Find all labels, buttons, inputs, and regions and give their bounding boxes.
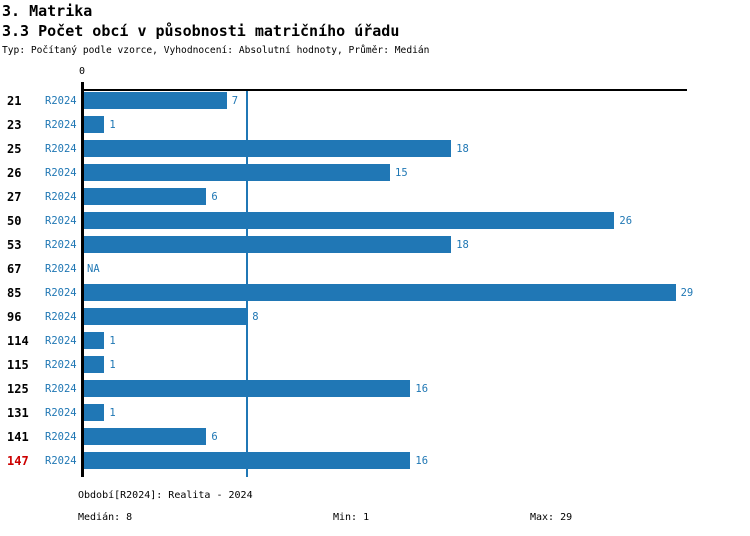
row-category-label: 115 xyxy=(7,358,29,372)
row-category-label: 27 xyxy=(7,190,22,204)
row-series-label: R2024 xyxy=(45,239,77,251)
value-bar xyxy=(84,116,105,133)
value-bar xyxy=(84,356,105,373)
chart-row: 27 R2024 6 xyxy=(0,185,750,209)
value-bar xyxy=(84,212,615,229)
row-category-label: 21 xyxy=(7,94,22,108)
x-axis-line xyxy=(81,89,687,91)
chart-row: 85 R2024 29 xyxy=(0,281,750,305)
bar-value-label: 18 xyxy=(456,239,469,251)
bar-value-label: 16 xyxy=(415,455,429,467)
chart-row: 26 R2024 15 xyxy=(0,161,750,185)
row-series-label: R2024 xyxy=(45,335,77,347)
chart-row: 115 R2024 1 xyxy=(0,353,750,377)
row-series-label: R2024 xyxy=(45,431,77,443)
row-category-label: 26 xyxy=(7,166,22,180)
chart-row: 141 R2024 6 xyxy=(0,425,750,449)
report-section-title: 3. Matrika xyxy=(2,2,93,20)
row-category-label: 67 xyxy=(7,262,22,276)
bar-value-label: 1 xyxy=(109,119,116,131)
bar-value-label: 15 xyxy=(395,167,408,179)
y-axis-line xyxy=(81,82,84,477)
chart-row: 23 R2024 1 xyxy=(0,113,750,137)
row-category-label: 25 xyxy=(7,142,22,156)
bar-value-label: 6 xyxy=(211,191,218,203)
value-bar xyxy=(84,308,248,325)
row-category-label: 141 xyxy=(7,430,29,444)
chart-row: 53 R2024 18 xyxy=(0,233,750,257)
value-bar xyxy=(84,188,207,205)
indicator-title: 3.3 Počet obcí v působnosti matričního ú… xyxy=(2,22,400,40)
bar-value-label: 1 xyxy=(109,407,116,419)
chart-row: 21 R2024 7 xyxy=(0,89,750,113)
row-series-label: R2024 xyxy=(45,359,77,371)
bar-value-label: 18 xyxy=(456,143,469,155)
min-stat: Min: 1 xyxy=(333,512,370,523)
row-series-label: R2024 xyxy=(45,263,77,275)
value-bar xyxy=(84,452,411,469)
row-series-label: R2024 xyxy=(45,191,77,203)
value-bar xyxy=(84,92,227,109)
row-series-label: R2024 xyxy=(45,167,77,179)
chart-row: 131 R2024 1 xyxy=(0,401,750,425)
chart-row: 147 R2024 16 xyxy=(0,449,750,473)
value-bar xyxy=(84,380,411,397)
row-series-label: R2024 xyxy=(45,383,77,395)
value-bar xyxy=(84,428,207,445)
row-category-label: 23 xyxy=(7,118,22,132)
chart-row: 114 R2024 1 xyxy=(0,329,750,353)
row-category-label: 85 xyxy=(7,286,22,300)
row-category-label: 50 xyxy=(7,214,22,228)
chart-row: 50 R2024 26 xyxy=(0,209,750,233)
row-series-label: R2024 xyxy=(45,143,77,155)
max-stat: Max: 29 xyxy=(530,512,573,523)
value-bar xyxy=(84,404,105,421)
chart-row: 125 R2024 16 xyxy=(0,377,750,401)
value-bar xyxy=(84,140,452,157)
value-bar xyxy=(84,332,105,349)
row-series-label: R2024 xyxy=(45,119,77,131)
bar-value-label: 29 xyxy=(680,287,694,299)
row-category-label: 147 xyxy=(7,454,29,468)
median-stat: Medián: 8 xyxy=(78,512,133,523)
bar-chart: 0 21 R2024 7 23 R2024 1 25 R2024 18 26 R2024 15 27 R2… xyxy=(0,66,750,477)
chart-row: 25 R2024 18 xyxy=(0,137,750,161)
bar-value-label: 6 xyxy=(211,431,218,443)
bar-value-label: 26 xyxy=(619,215,633,227)
row-series-label: R2024 xyxy=(45,95,77,107)
row-category-label: 53 xyxy=(7,238,22,252)
row-series-label: R2024 xyxy=(45,455,77,467)
bar-value-label: 16 xyxy=(415,383,429,395)
period-legend: Období[R2024]: Realita - 2024 xyxy=(78,490,253,501)
bar-value-label: 8 xyxy=(252,311,259,323)
x-axis-zero-tick-label: 0 xyxy=(78,66,86,77)
bar-value-label: 7 xyxy=(231,95,239,107)
row-series-label: R2024 xyxy=(45,407,77,419)
row-category-label: 96 xyxy=(7,310,22,324)
chart-row: 96 R2024 8 xyxy=(0,305,750,329)
chart-row: 67 R2024 NA xyxy=(0,257,750,281)
row-category-label: 131 xyxy=(7,406,29,420)
row-category-label: 114 xyxy=(7,334,29,348)
row-category-label: 125 xyxy=(7,382,29,396)
row-series-label: R2024 xyxy=(45,287,77,299)
value-bar xyxy=(84,164,390,181)
bar-value-label: 1 xyxy=(109,335,116,347)
value-bar xyxy=(84,236,452,253)
na-value-label: NA xyxy=(87,263,100,275)
row-series-label: R2024 xyxy=(45,311,77,323)
bar-value-label: 1 xyxy=(109,359,116,371)
indicator-meta-line: Typ: Počítaný podle vzorce, Vyhodnocení:… xyxy=(2,45,430,56)
value-bar xyxy=(84,284,676,301)
row-series-label: R2024 xyxy=(45,215,77,227)
